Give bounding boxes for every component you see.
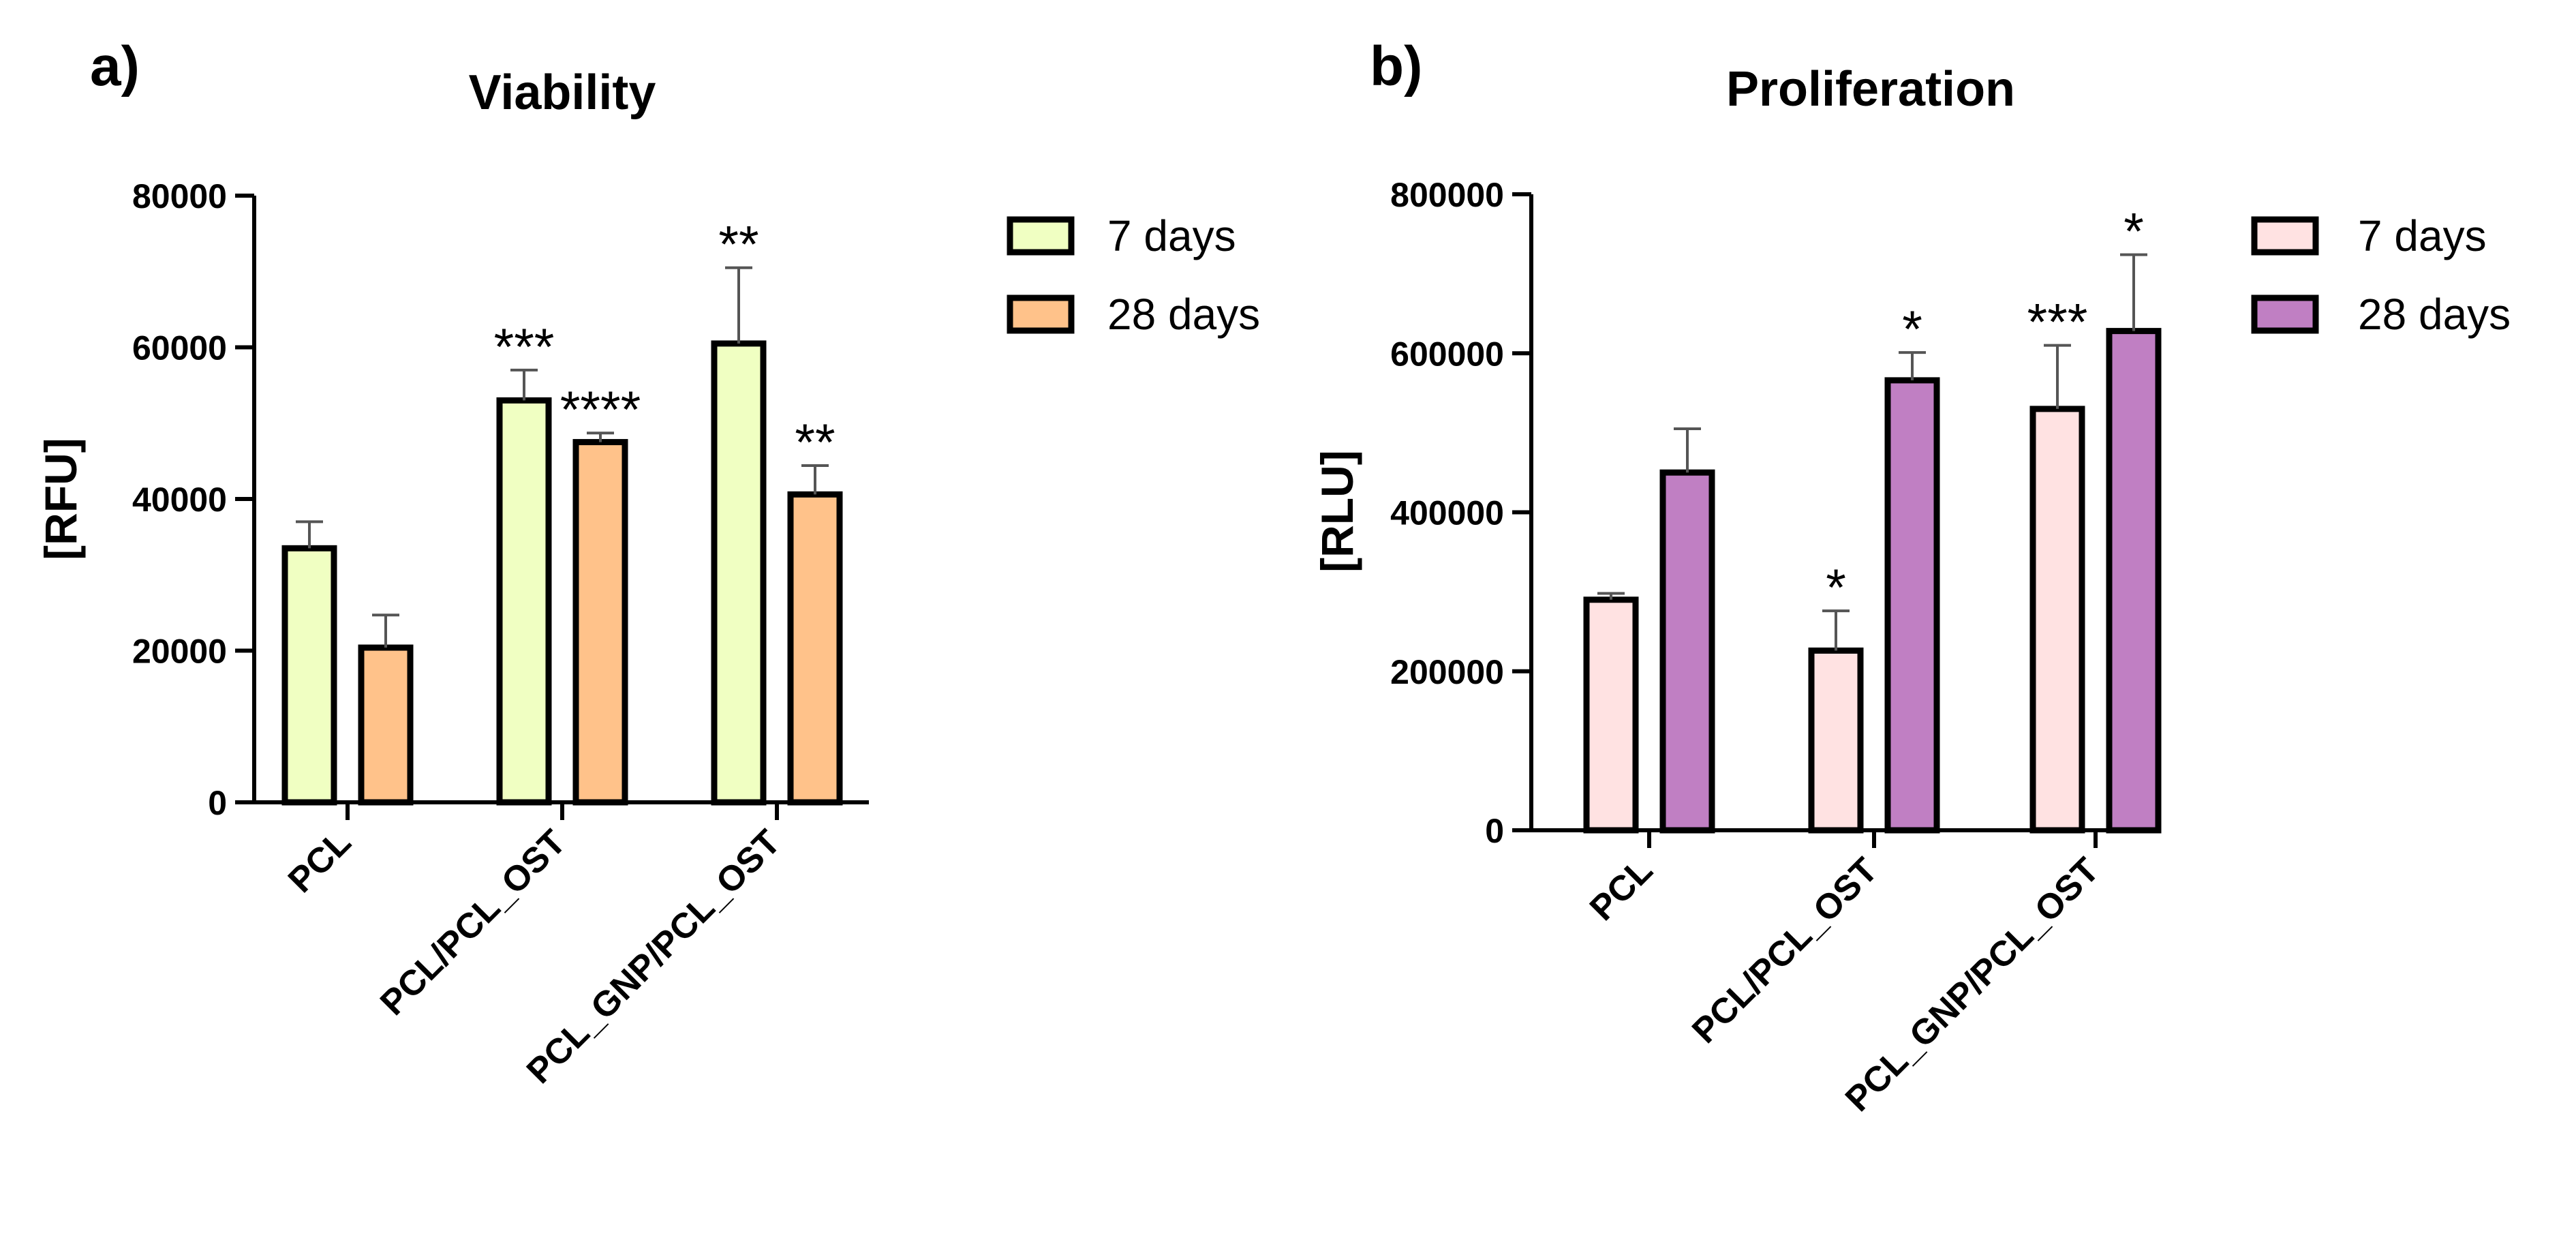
y-tick-label: 400000 <box>1390 494 1504 532</box>
significance-label: *** <box>494 318 555 376</box>
y-tick-label: 0 <box>208 784 227 822</box>
bar <box>496 397 552 806</box>
y-tick-label: 800000 <box>1390 176 1504 214</box>
x-category-label: PCL_GNP/PCL_OST <box>1838 850 2107 1119</box>
legend-label: 28 days <box>1107 290 1260 339</box>
chart-title: Viability <box>469 65 656 120</box>
bar <box>1808 647 1864 834</box>
legend-swatch <box>1007 294 1075 334</box>
legend-swatch <box>2251 294 2319 334</box>
significance-label: ** <box>795 414 835 472</box>
panel-label: a) <box>90 35 140 97</box>
bar <box>281 545 337 806</box>
chart-panel-b: b) Proliferation [RLU] 0 200000 400000 600000 8… <box>1312 35 2511 1119</box>
y-tick-label: 40000 <box>132 481 227 519</box>
legend-label: 7 days <box>1107 211 1236 260</box>
significance-label: * <box>1826 559 1846 617</box>
y-tick-label: 60000 <box>132 329 227 367</box>
x-category-label: PCL/PCL_OST <box>1685 850 1886 1051</box>
bar <box>572 439 628 806</box>
legend-label: 7 days <box>2358 211 2487 260</box>
significance-label: * <box>1902 301 1922 359</box>
bar <box>358 644 414 806</box>
bar <box>2106 328 2162 834</box>
bar <box>2029 406 2085 834</box>
significance-label: **** <box>560 381 641 439</box>
chart-title: Proliferation <box>1726 62 2015 117</box>
bar <box>1583 596 1639 834</box>
bar <box>787 491 843 806</box>
y-tick-label: 20000 <box>132 633 227 671</box>
legend-label: 28 days <box>2358 290 2511 339</box>
chart-panel-a: a) Viability [RFU] 0 20000 40000 60000 80000 PCL… <box>35 35 1260 1091</box>
significance-label: *** <box>2027 294 2088 352</box>
y-tick-label: 0 <box>1485 812 1504 850</box>
legend-swatch <box>2251 216 2319 256</box>
panel-label: b) <box>1370 35 1422 97</box>
bar <box>1659 469 1715 834</box>
x-category-label: PCL <box>1582 850 1661 928</box>
y-tick-label: 600000 <box>1390 335 1504 373</box>
y-axis-label: [RLU] <box>1312 450 1362 573</box>
bar <box>1884 377 1940 834</box>
significance-label: ** <box>718 216 758 274</box>
x-category-label: PCL/PCL_OST <box>373 822 574 1023</box>
significance-label: * <box>2123 203 2144 261</box>
y-tick-label: 80000 <box>132 177 227 215</box>
x-category-label: PCL <box>281 822 359 900</box>
y-tick-label: 200000 <box>1390 653 1504 691</box>
y-axis-label: [RFU] <box>35 438 86 560</box>
legend-swatch <box>1007 216 1075 256</box>
bar <box>711 340 767 806</box>
